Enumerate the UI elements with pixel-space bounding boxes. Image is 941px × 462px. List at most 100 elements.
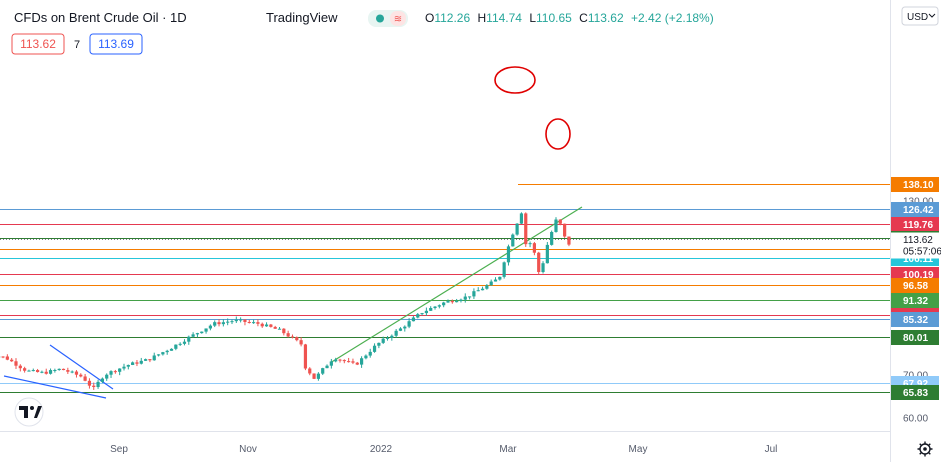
- candle-body-40: [156, 354, 161, 356]
- candle-body-17: [57, 368, 61, 371]
- candles-layer: [0, 212, 571, 390]
- x-tick-label-0: Sep: [110, 444, 128, 455]
- candle-body-105: [437, 305, 441, 307]
- gear-icon[interactable]: [917, 441, 933, 457]
- candle-body-62: [251, 322, 256, 324]
- buy-price-box[interactable]: 113.69: [89, 33, 143, 55]
- candle-body-128: [537, 252, 541, 273]
- candle-body-102: [424, 310, 428, 314]
- wedge-lower-line: [3, 375, 107, 399]
- currency-selector[interactable]: USD: [901, 6, 939, 26]
- candle-body-98: [407, 321, 411, 327]
- candle-body-10: [27, 370, 31, 372]
- candle-body-54: [217, 322, 221, 325]
- candle-body-70: [286, 333, 290, 337]
- candle-body-51: [204, 328, 208, 332]
- x-tick-label-2: 2022: [370, 444, 393, 455]
- candle-body-115: [480, 288, 485, 291]
- candle-body-77: [316, 373, 320, 379]
- candle-body-55: [221, 322, 225, 325]
- candle-body-130: [545, 244, 549, 264]
- candle-body-117: [489, 281, 493, 286]
- candle-body-94: [390, 335, 394, 338]
- tradingview-logo: [14, 397, 44, 427]
- candle-body-129: [541, 263, 545, 273]
- candle-body-13: [40, 371, 44, 373]
- x-tick-label-4: May: [629, 444, 648, 455]
- candle-body-73: [299, 340, 303, 345]
- candle-body-76: [312, 373, 316, 379]
- candle-body-24: [87, 380, 92, 386]
- candle-body-127: [532, 243, 536, 253]
- y-tick-label-3: 60.00: [903, 414, 928, 425]
- candle-body-33: [126, 364, 130, 367]
- price-labels-layer: 138.10126.42119.76114.03109.58106.11100.…: [891, 177, 941, 400]
- candle-body-4: [1, 356, 5, 358]
- candle-body-79: [325, 365, 329, 369]
- level-label-12: 67.92: [903, 379, 928, 390]
- candle-body-60: [243, 319, 247, 322]
- candle-body-84: [347, 361, 351, 363]
- candle-body-114: [476, 290, 480, 292]
- x-tick-label-3: Mar: [499, 444, 517, 455]
- candle-body-56: [226, 321, 230, 323]
- candle-body-108: [450, 301, 454, 303]
- level-label-bg-7: [891, 278, 939, 293]
- candle-body-20: [70, 371, 74, 373]
- candle-body-95: [394, 330, 398, 336]
- candle-body-112: [467, 296, 472, 298]
- candle-body-116: [485, 285, 489, 289]
- chevron-down-icon: [928, 13, 936, 18]
- candle-body-42: [165, 350, 169, 353]
- candle-body-7: [14, 361, 18, 366]
- level-label-13: 65.83: [903, 388, 928, 399]
- level-label-10: 85.32: [903, 315, 928, 326]
- open-label: O: [425, 11, 434, 25]
- high-label: H: [478, 11, 487, 25]
- candle-body-97: [403, 326, 407, 329]
- candle-body-35: [135, 362, 139, 364]
- candle-body-110: [459, 299, 463, 302]
- candle-body-81: [334, 359, 338, 362]
- candle-body-19: [66, 370, 70, 372]
- status-toggle[interactable]: ≋: [368, 10, 408, 27]
- candle-body-87: [359, 358, 364, 365]
- candle-body-75: [308, 368, 312, 374]
- candle-body-72: [295, 337, 299, 341]
- candle-body-45: [178, 343, 182, 345]
- candle-body-48: [191, 334, 195, 337]
- level-label-bg-2: [891, 217, 939, 232]
- candle-body-63: [256, 322, 260, 324]
- candle-body-134: [563, 223, 567, 237]
- level-label-0: 138.10: [903, 180, 934, 191]
- candle-body-5: [5, 356, 9, 360]
- candle-body-132: [554, 219, 558, 232]
- candle-body-96: [398, 328, 403, 331]
- candle-body-50: [200, 331, 204, 334]
- level-label-8: 91.32: [903, 296, 928, 307]
- level-label-2: 119.76: [903, 220, 933, 231]
- level-label-6: 100.19: [903, 270, 934, 281]
- market-open-icon: [376, 14, 384, 23]
- high-value: 114.74: [486, 11, 522, 25]
- ask-value: 113.69: [98, 37, 134, 51]
- sell-price-box[interactable]: 113.62: [11, 33, 65, 55]
- candle-body-18: [61, 368, 66, 371]
- candle-body-41: [161, 352, 165, 355]
- level-label-1: 126.42: [903, 205, 934, 216]
- current-price-bg: [891, 232, 939, 259]
- candle-body-78: [321, 368, 325, 374]
- bid-value: 113.62: [20, 37, 56, 51]
- candle-body-46: [182, 341, 187, 344]
- candle-body-92: [381, 338, 385, 343]
- candle-body-15: [48, 370, 53, 374]
- candle-body-61: [247, 321, 251, 323]
- currency-label: USD: [907, 12, 928, 23]
- x-tick-label-5: Jul: [765, 444, 778, 455]
- level-label-bg-0: [891, 177, 939, 192]
- candle-body-25: [92, 385, 96, 387]
- candle-body-90: [372, 345, 377, 352]
- candle-body-66: [269, 324, 273, 327]
